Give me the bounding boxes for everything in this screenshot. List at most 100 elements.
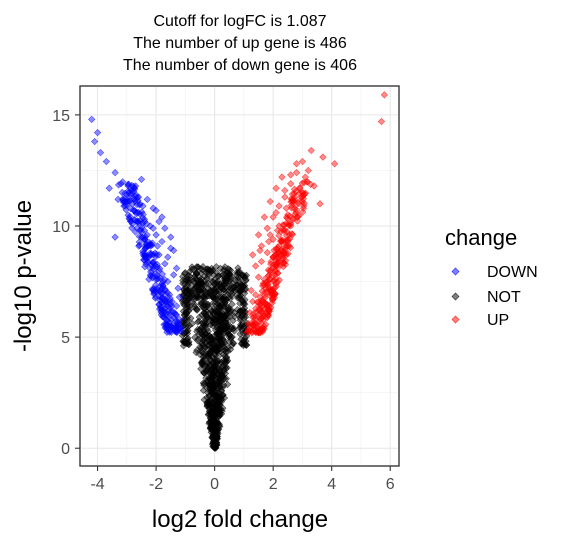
point-up [295,212,303,220]
point-not [194,337,202,345]
point-up [265,285,273,293]
point-down [168,307,177,316]
point-down [161,224,169,232]
y-axis: 0 5 10 15 [52,108,80,458]
point-down [133,208,141,216]
point-not [229,279,237,287]
point-down [145,238,153,247]
point-not [211,418,220,426]
legend-entry-down: DOWN [451,264,538,281]
point-down [142,242,150,250]
point-not [179,291,187,299]
point-down [96,149,105,157]
point-down [135,232,143,241]
point-not [233,305,241,314]
point-not [198,333,206,341]
point-not [211,410,219,419]
x-tick-label: 0 [210,476,219,493]
point-down [137,228,146,236]
point-up [264,266,272,274]
point-down [135,219,143,227]
point-not [185,306,193,314]
point-not [216,389,224,397]
legend-label-up: UP [487,312,509,329]
point-down [137,175,146,183]
point-down [135,242,143,250]
point-not [220,343,228,351]
point-not [198,359,206,367]
point-down [170,246,178,255]
point-up [307,146,315,155]
point-not [241,286,249,294]
point-up [265,237,273,246]
point-not [236,323,244,331]
point-up [268,294,277,303]
point-down [135,201,144,209]
point-up [260,213,268,221]
legend-entry-up: UP [451,312,509,329]
point-down [88,115,96,123]
point-up [277,236,285,245]
point-down [127,191,135,199]
point-not [240,314,248,322]
point-up [251,262,260,270]
point-not [214,286,222,294]
point-down [125,180,133,188]
point-up [292,169,301,177]
point-up [249,297,257,306]
point-up [278,238,286,246]
point-not [198,339,206,347]
point-not [215,352,223,360]
point-up [285,221,293,230]
point-not [199,293,207,301]
point-down [159,313,167,321]
point-down [146,249,155,257]
point-up [267,258,275,266]
point-up [274,269,282,277]
point-down [156,274,164,282]
point-not [238,312,246,320]
point-not [227,333,235,342]
point-up [298,179,306,187]
point-up [319,153,327,161]
point-down [155,300,163,309]
point-up [263,224,271,232]
point-up [280,227,288,235]
y-tick-label: 0 [61,441,70,458]
point-down [161,260,169,268]
point-not [240,337,248,346]
point-not [232,281,240,289]
point-not [233,271,241,279]
point-not [238,311,247,319]
point-not [205,309,213,317]
point-not [211,431,219,440]
point-not [221,359,230,367]
point-up [293,206,301,214]
point-down [130,195,138,204]
point-not [222,354,230,362]
point-down [133,194,141,202]
point-not [239,282,248,290]
point-not [203,302,211,311]
point-up [251,328,260,336]
point-up [289,215,297,224]
point-up [272,266,280,275]
point-up [260,298,268,306]
point-down [167,233,175,241]
point-down [143,241,151,249]
point-not [239,272,247,280]
y-tick-label: 5 [61,330,70,347]
point-not [220,278,228,286]
point-up [283,213,291,221]
point-not [202,280,210,288]
point-not [219,383,227,391]
point-up [292,160,301,168]
point-not [216,335,224,343]
legend-entry-not: NOT [451,289,521,306]
point-not [185,294,194,302]
point-down [140,226,148,235]
point-not [193,263,201,271]
point-not [228,300,236,308]
title-line-3: The number of down gene is 406 [123,57,357,74]
